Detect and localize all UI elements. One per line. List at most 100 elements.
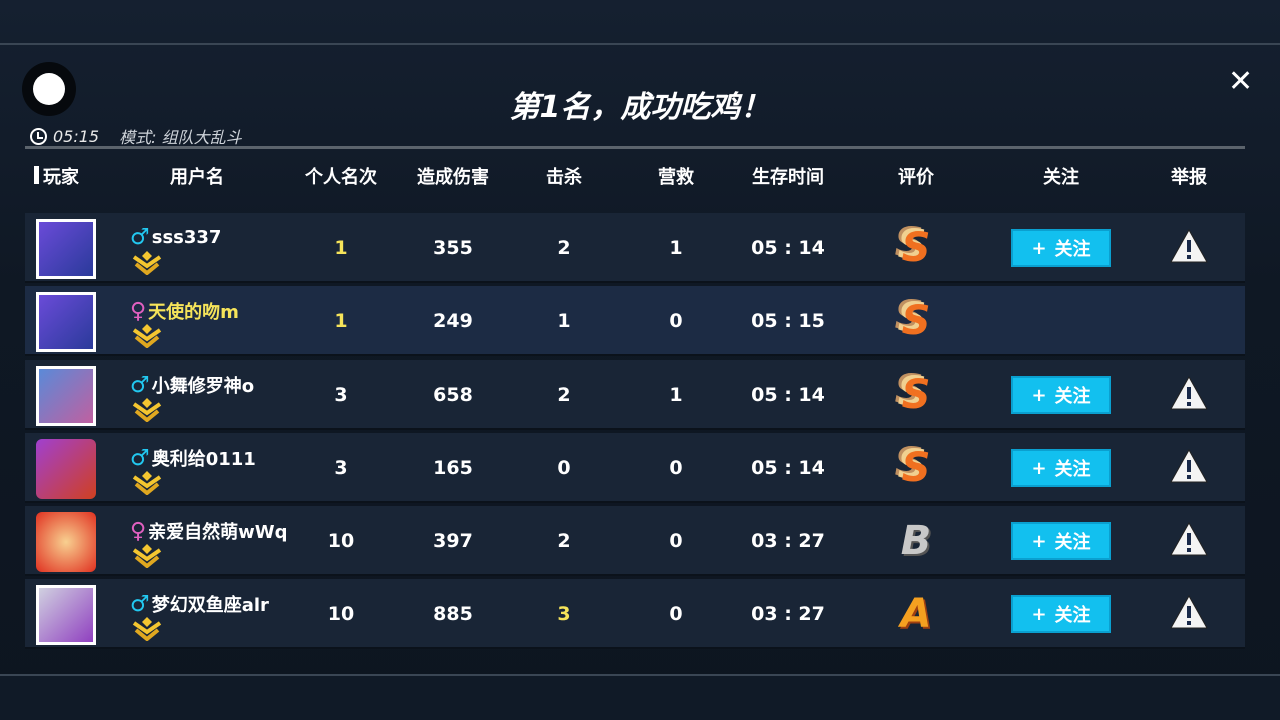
header-divider [25, 146, 1245, 149]
player-avatar[interactable] [36, 292, 96, 352]
follow-button[interactable]: + 关注 [1011, 595, 1111, 633]
username-text: sss337 [151, 227, 222, 248]
plus-icon: + [1031, 457, 1047, 479]
follow-button[interactable]: + 关注 [1011, 522, 1111, 560]
table-row: ♀ 亲爱自然萌wWq 10 397 2 0 03 : 27 B + 关注 [25, 506, 1245, 576]
grade-badge: S [901, 225, 931, 271]
report-warning-icon[interactable] [1169, 594, 1209, 635]
rescues: 0 [669, 603, 683, 625]
username[interactable]: ♂ 奥利给0111 [130, 445, 256, 471]
bottom-band [0, 676, 1280, 720]
damage: 355 [433, 237, 473, 259]
kills: 3 [557, 603, 571, 625]
follow-label: 关注 [1054, 459, 1091, 480]
player-avatar[interactable] [36, 219, 96, 279]
close-icon[interactable]: ✕ [1228, 64, 1254, 99]
kills: 1 [557, 310, 571, 332]
rescues: 1 [669, 237, 683, 259]
column-header-rating: 评价 [898, 167, 934, 188]
placement: 3 [334, 384, 348, 406]
plus-icon: + [1031, 237, 1047, 259]
kills: 2 [557, 237, 571, 259]
top-divider [0, 43, 1280, 45]
bottom-divider [0, 674, 1280, 676]
placement: 3 [334, 457, 348, 479]
report-warning-icon[interactable] [1169, 228, 1209, 269]
grade-badge: S [901, 372, 931, 418]
male-icon: ♂ [130, 372, 150, 398]
survival-time: 05 : 15 [751, 310, 825, 332]
female-icon: ♀ [130, 518, 147, 544]
grade-badge: S [901, 298, 931, 344]
username[interactable]: ♀ 天使的吻m [130, 298, 239, 324]
table-row: ♂ 小舞修罗神o 3 658 2 1 05 : 14 S + 关注 [25, 360, 1245, 430]
kills: 2 [557, 384, 571, 406]
column-header-username: 用户名 [170, 167, 224, 188]
rank-badge-icon [132, 544, 162, 569]
report-warning-icon[interactable] [1169, 375, 1209, 416]
grade-badge: A [900, 591, 932, 637]
player-avatar[interactable] [36, 366, 96, 426]
male-icon: ♂ [130, 591, 150, 617]
survival-time: 05 : 14 [751, 237, 825, 259]
username[interactable]: ♀ 亲爱自然萌wWq [130, 518, 288, 544]
follow-label: 关注 [1054, 532, 1091, 553]
username[interactable]: ♂ 小舞修罗神o [130, 372, 254, 398]
survival-time: 05 : 14 [751, 457, 825, 479]
damage: 397 [433, 530, 473, 552]
column-header-survival: 生存时间 [752, 167, 824, 188]
player-avatar[interactable] [36, 439, 96, 499]
column-header-rescues: 营救 [658, 167, 694, 188]
rescues: 0 [669, 457, 683, 479]
placement: 10 [327, 530, 355, 552]
table-row: ♀ 天使的吻m 1 249 1 0 05 : 15 S [25, 286, 1245, 356]
follow-button[interactable]: + 关注 [1011, 229, 1111, 267]
rank-badge-icon [132, 324, 162, 349]
male-icon: ♂ [130, 225, 150, 250]
survival-time: 05 : 14 [751, 384, 825, 406]
grade-badge: S [901, 445, 931, 491]
username-text: 梦幻双鱼座alr [151, 595, 269, 616]
column-header-kills: 击杀 [546, 167, 582, 188]
plus-icon: + [1031, 530, 1047, 552]
rank-badge-icon [132, 471, 162, 496]
placement: 1 [334, 237, 348, 259]
username-text: 天使的吻m [148, 302, 239, 323]
table-row: ♂ sss337 1 355 2 1 05 : 14 S + 关注 [25, 213, 1245, 283]
player-avatar[interactable] [36, 512, 96, 572]
plus-icon: + [1031, 384, 1047, 406]
rank-badge-icon [132, 617, 162, 642]
damage: 249 [433, 310, 473, 332]
follow-label: 关注 [1054, 386, 1091, 407]
female-icon: ♀ [130, 298, 147, 324]
rescues: 0 [669, 310, 683, 332]
damage: 885 [433, 603, 473, 625]
column-header-report: 举报 [1171, 167, 1207, 188]
page-title: 第1名，成功吃鸡！ [509, 90, 771, 125]
username-text: 亲爱自然萌wWq [148, 522, 288, 543]
match-mode: 模式: 组队大乱斗 [119, 128, 242, 147]
report-warning-icon[interactable] [1169, 448, 1209, 489]
username[interactable]: ♂ sss337 [130, 225, 221, 250]
username[interactable]: ♂ 梦幻双鱼座alr [130, 591, 269, 617]
damage: 658 [433, 384, 473, 406]
follow-button[interactable]: + 关注 [1011, 376, 1111, 414]
rescues: 0 [669, 530, 683, 552]
rank-badge-icon [132, 398, 162, 423]
follow-button[interactable]: + 关注 [1011, 449, 1111, 487]
table-row: ♂ 梦幻双鱼座alr 10 885 3 0 03 : 27 A + 关注 [25, 579, 1245, 649]
rescues: 1 [669, 384, 683, 406]
follow-label: 关注 [1054, 605, 1091, 626]
survival-time: 03 : 27 [751, 530, 825, 552]
column-header-damage: 造成伤害 [417, 167, 489, 188]
report-warning-icon[interactable] [1169, 521, 1209, 562]
kills: 2 [557, 530, 571, 552]
column-header-rank: 个人名次 [305, 167, 377, 188]
username-text: 小舞修罗神o [151, 376, 255, 397]
placement: 10 [327, 603, 355, 625]
follow-label: 关注 [1054, 239, 1091, 260]
match-info: 05:15 模式: 组队大乱斗 [30, 124, 242, 148]
grade-badge: B [900, 518, 932, 564]
rank-badge-icon [132, 251, 162, 276]
player-avatar[interactable] [36, 585, 96, 645]
